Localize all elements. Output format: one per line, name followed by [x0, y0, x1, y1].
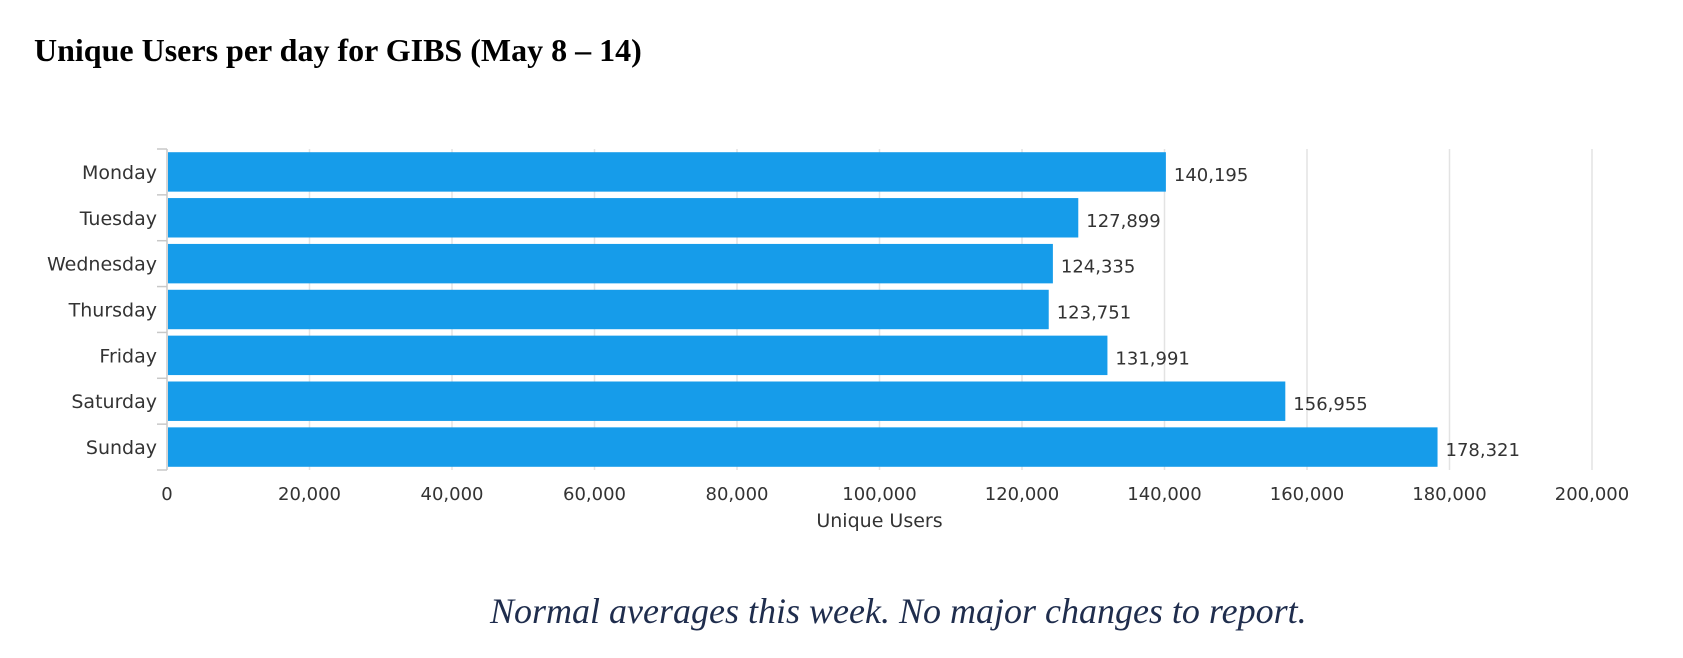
- x-tick-label: 100,000: [842, 484, 916, 505]
- y-category-label: Thursday: [68, 300, 157, 322]
- x-tick-label: 120,000: [985, 484, 1059, 505]
- x-tick-label: 20,000: [278, 484, 341, 505]
- x-tick-label: 40,000: [421, 484, 484, 505]
- x-tick-label: 0: [161, 484, 172, 505]
- bar-wednesday: [168, 243, 1053, 284]
- bar-monday: [168, 152, 1166, 192]
- x-tick-label: 80,000: [706, 484, 769, 505]
- x-tick-label: 140,000: [1127, 484, 1201, 505]
- bar-sunday: [168, 427, 1438, 467]
- bar-thursday: [168, 289, 1049, 330]
- y-category-label: Wednesday: [47, 254, 157, 276]
- chart-value-labels: 140,195 127,899 124,335 123,751 131,991 156,9…: [1057, 165, 1520, 461]
- chart-tick-labels: 0 20,000 40,000 60,000 80,000 100,000 120,000 1…: [47, 162, 1629, 505]
- bar-value-label: 178,321: [1446, 440, 1520, 461]
- x-tick-label: 60,000: [563, 484, 626, 505]
- x-tick-label: 180,000: [1412, 484, 1486, 505]
- chart-axes: [157, 148, 168, 471]
- y-category-label: Monday: [82, 162, 157, 184]
- bar-value-label: 123,751: [1057, 303, 1131, 324]
- bar-chart: 140,195 127,899 124,335 123,751 131,991 156,9…: [47, 148, 1629, 532]
- bar-value-label: 156,955: [1293, 394, 1367, 415]
- bar-value-label: 124,335: [1061, 257, 1135, 278]
- y-category-label: Sunday: [86, 437, 157, 459]
- bar-friday: [168, 335, 1108, 376]
- y-category-label: Friday: [99, 345, 157, 367]
- bar-saturday: [168, 381, 1286, 421]
- y-category-label: Tuesday: [79, 208, 157, 230]
- bar-value-label: 140,195: [1174, 165, 1248, 186]
- page-title: Unique Users per day for GIBS (May 8 – 1…: [34, 32, 642, 68]
- bar-value-label: 127,899: [1086, 211, 1160, 232]
- y-category-label: Saturday: [71, 391, 157, 413]
- chart-bars: [168, 152, 1438, 467]
- bar-tuesday: [168, 198, 1079, 238]
- bar-value-label: 131,991: [1115, 348, 1189, 369]
- x-axis-title: Unique Users: [816, 510, 942, 532]
- x-tick-label: 200,000: [1555, 484, 1629, 505]
- x-tick-label: 160,000: [1270, 484, 1344, 505]
- footnote-comment: Normal averages this week. No major chan…: [490, 591, 1307, 631]
